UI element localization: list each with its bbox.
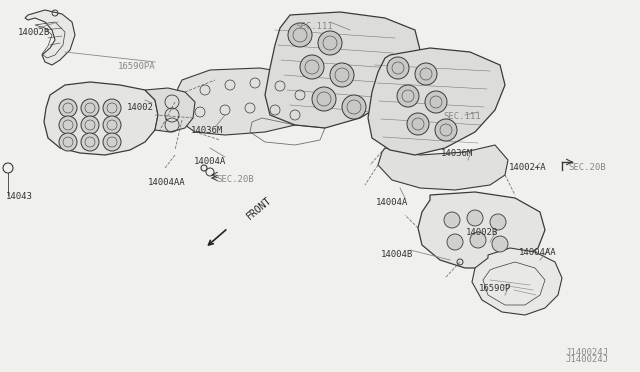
Text: J140024J: J140024J <box>565 355 608 364</box>
Circle shape <box>318 31 342 55</box>
Circle shape <box>425 91 447 113</box>
Text: 14036M: 14036M <box>441 149 473 158</box>
Text: SEC.20B: SEC.20B <box>568 163 605 172</box>
Circle shape <box>444 212 460 228</box>
Circle shape <box>342 95 366 119</box>
Text: SEC.20B: SEC.20B <box>216 175 253 184</box>
Polygon shape <box>25 10 75 65</box>
Text: 14004AA: 14004AA <box>519 248 557 257</box>
Circle shape <box>435 119 457 141</box>
Text: 16590P: 16590P <box>479 284 511 293</box>
Circle shape <box>387 57 409 79</box>
Polygon shape <box>265 12 420 128</box>
Circle shape <box>490 214 506 230</box>
Circle shape <box>288 23 312 47</box>
Text: 14004AA: 14004AA <box>148 178 186 187</box>
Circle shape <box>59 116 77 134</box>
Polygon shape <box>472 248 562 315</box>
Circle shape <box>81 133 99 151</box>
Circle shape <box>81 116 99 134</box>
Text: 14004A: 14004A <box>194 157 227 166</box>
Circle shape <box>81 99 99 117</box>
Text: 14043: 14043 <box>6 192 33 201</box>
Circle shape <box>397 85 419 107</box>
Text: 16590PA: 16590PA <box>118 62 156 71</box>
Text: 14002+A: 14002+A <box>509 163 547 172</box>
Text: 14036M: 14036M <box>191 126 223 135</box>
Circle shape <box>312 87 336 111</box>
Circle shape <box>103 133 121 151</box>
Polygon shape <box>368 48 505 155</box>
Circle shape <box>103 116 121 134</box>
Polygon shape <box>145 88 195 132</box>
Circle shape <box>467 210 483 226</box>
Polygon shape <box>418 192 545 268</box>
Circle shape <box>407 113 429 135</box>
Circle shape <box>492 236 508 252</box>
Circle shape <box>330 63 354 87</box>
Circle shape <box>415 63 437 85</box>
Circle shape <box>59 99 77 117</box>
Text: FRONT: FRONT <box>245 195 274 222</box>
Text: 14004A: 14004A <box>376 198 408 207</box>
Text: J140024J: J140024J <box>565 348 608 357</box>
Circle shape <box>59 133 77 151</box>
Circle shape <box>103 99 121 117</box>
Text: 14002B: 14002B <box>466 228 499 237</box>
Text: SEC.111: SEC.111 <box>443 112 481 121</box>
Polygon shape <box>44 82 158 155</box>
Text: 14002B: 14002B <box>18 28 51 37</box>
Text: SEC.111: SEC.111 <box>295 22 333 31</box>
Text: 14004B: 14004B <box>381 250 413 259</box>
Polygon shape <box>378 145 508 190</box>
Text: 14002: 14002 <box>127 103 154 112</box>
Polygon shape <box>175 68 315 135</box>
Circle shape <box>447 234 463 250</box>
Circle shape <box>470 232 486 248</box>
Circle shape <box>300 55 324 79</box>
